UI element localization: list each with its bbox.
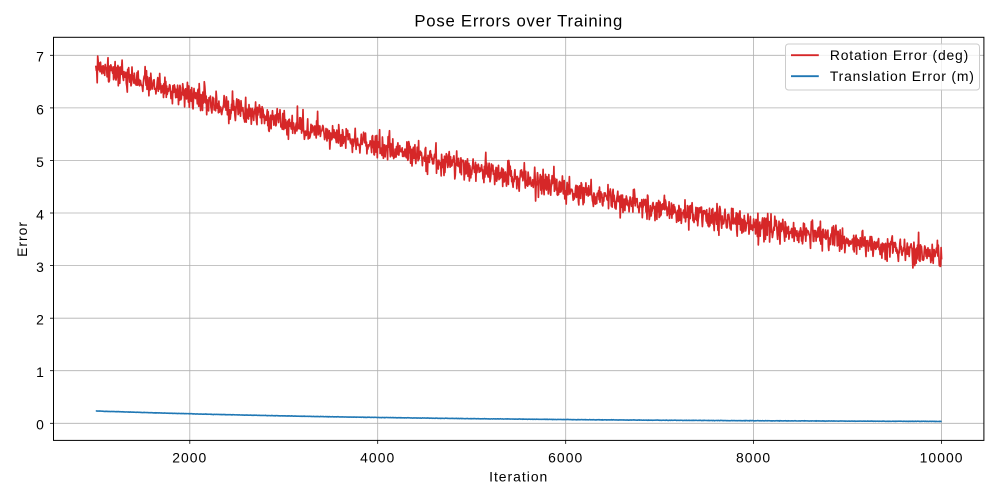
svg-text:6000: 6000 — [548, 449, 583, 465]
svg-text:0: 0 — [36, 417, 44, 433]
svg-text:Rotation Error (deg): Rotation Error (deg) — [830, 47, 969, 63]
svg-text:Iteration: Iteration — [489, 469, 548, 485]
svg-text:1: 1 — [36, 364, 44, 380]
svg-text:2: 2 — [36, 312, 44, 328]
svg-text:4: 4 — [36, 206, 44, 222]
svg-text:8000: 8000 — [736, 449, 771, 465]
svg-text:4000: 4000 — [360, 449, 395, 465]
svg-text:10000: 10000 — [920, 449, 964, 465]
svg-text:2000: 2000 — [172, 449, 207, 465]
svg-text:5: 5 — [36, 154, 44, 170]
svg-text:7: 7 — [36, 49, 44, 65]
svg-text:6: 6 — [36, 101, 44, 117]
svg-text:Pose Errors over Training: Pose Errors over Training — [414, 12, 623, 31]
svg-text:Translation Error (m): Translation Error (m) — [830, 68, 975, 84]
svg-text:3: 3 — [36, 259, 44, 275]
svg-text:Error: Error — [14, 221, 30, 257]
